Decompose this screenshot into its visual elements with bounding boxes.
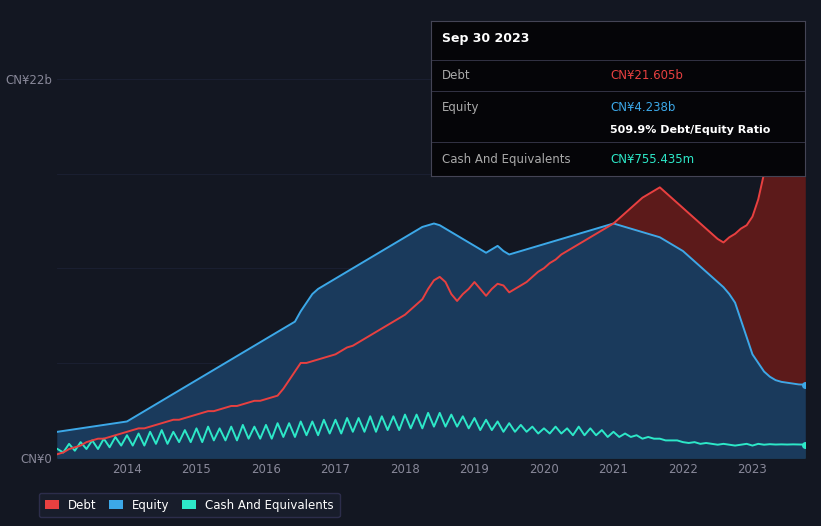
Text: CN¥21.605b: CN¥21.605b <box>610 69 683 82</box>
Text: Debt: Debt <box>443 69 471 82</box>
Text: CN¥4.238b: CN¥4.238b <box>610 102 676 115</box>
Text: CN¥755.435m: CN¥755.435m <box>610 153 695 166</box>
Text: Sep 30 2023: Sep 30 2023 <box>443 32 530 45</box>
Legend: Debt, Equity, Cash And Equivalents: Debt, Equity, Cash And Equivalents <box>39 493 340 518</box>
Text: Equity: Equity <box>443 102 479 115</box>
Text: Cash And Equivalents: Cash And Equivalents <box>443 153 571 166</box>
Text: 509.9% Debt/Equity Ratio: 509.9% Debt/Equity Ratio <box>610 125 771 135</box>
